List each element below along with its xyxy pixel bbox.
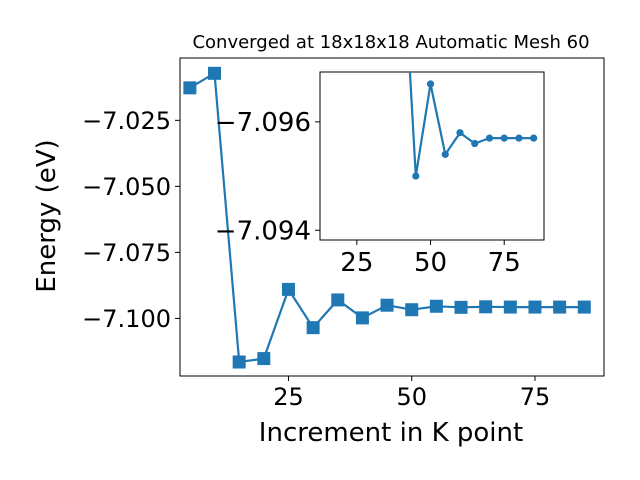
main-data-point [553, 300, 567, 314]
inset-background [320, 72, 544, 240]
inset-data-point [426, 80, 435, 88]
main-plot-area: 25 50 75 −7.100 −7.075 −7.050 −7.025 [82, 57, 605, 411]
inset-x-tick-label: 25 [340, 248, 373, 278]
main-data-point [281, 282, 295, 296]
main-data-point [405, 303, 419, 317]
main-data-point [454, 300, 468, 314]
main-data-point [355, 311, 369, 325]
inset-x-tick-label: 50 [414, 248, 447, 278]
inset-plot-area: 25 50 75 −7.096 −7.094 [215, 71, 545, 278]
main-data-point [306, 321, 320, 335]
main-data-point [503, 300, 517, 314]
inset-axes-frame [319, 71, 545, 241]
inset-data-point [412, 172, 420, 180]
x-axis-label: Increment in K point [259, 418, 523, 448]
main-axes-frame [179, 57, 605, 377]
main-data-point [577, 300, 591, 314]
main-data-point [380, 298, 394, 312]
inset-data-point [515, 134, 523, 142]
inset-y-tick-label: −7.094 [215, 217, 311, 247]
main-y-tick-label: −7.025 [82, 107, 171, 135]
main-data-point [183, 81, 197, 95]
inset-series-line [408, 72, 534, 178]
main-x-tick-label: 50 [396, 383, 427, 411]
main-data-point [528, 300, 542, 314]
inset-data-point [441, 150, 449, 158]
y-axis-label: Energy (eV) [32, 139, 62, 292]
inset-data-point [471, 139, 479, 148]
inset-data-point [530, 134, 538, 142]
main-x-tick-label: 75 [520, 383, 551, 411]
main-data-point [208, 66, 222, 80]
main-x-tick-label: 25 [273, 383, 304, 411]
inset-y-tick-label: −7.096 [215, 108, 311, 138]
inset-x-tick-label: 75 [488, 248, 521, 278]
main-y-tick-label: −7.050 [82, 173, 171, 201]
chart-title: Converged at 18x18x18 Automatic Mesh 60 [192, 32, 589, 53]
inset-data-point [500, 134, 508, 142]
main-y-tick-label: −7.100 [82, 305, 171, 333]
main-data-point [257, 352, 271, 366]
main-y-tick-label: −7.075 [82, 239, 171, 267]
inset-data-point [456, 129, 464, 137]
inset-data-point [485, 134, 494, 142]
main-data-point [429, 299, 443, 313]
main-data-point [331, 293, 345, 307]
main-data-point [232, 355, 246, 369]
main-data-point [479, 300, 493, 314]
